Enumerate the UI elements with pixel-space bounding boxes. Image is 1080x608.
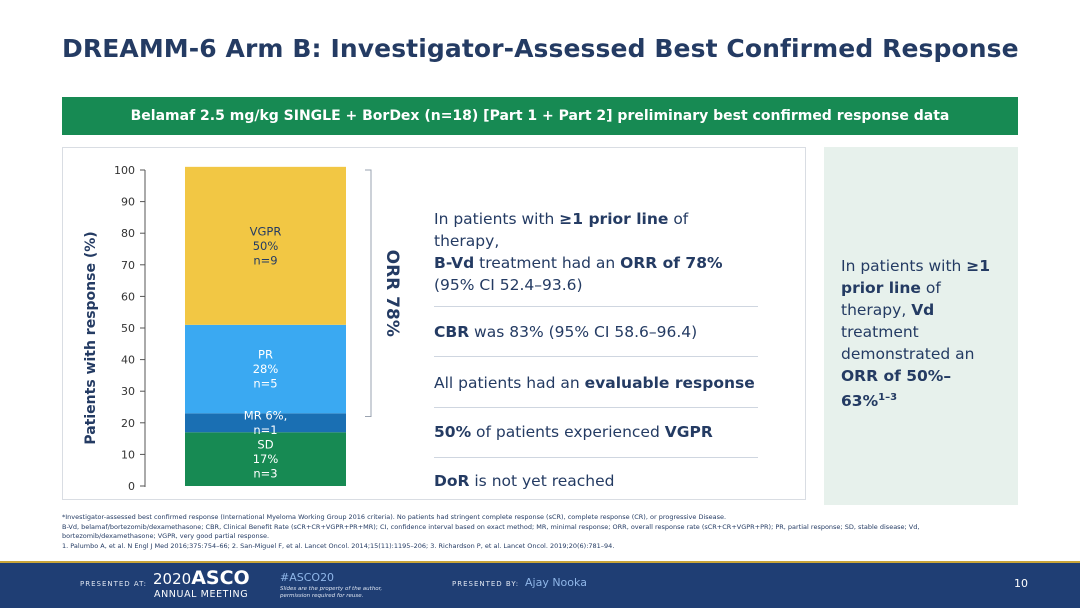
data-label-sd: n=3 xyxy=(253,467,277,481)
stat-text: CBR xyxy=(434,323,470,341)
stat-text: DoR xyxy=(434,472,470,490)
divider xyxy=(434,306,758,307)
divider xyxy=(434,407,758,408)
comparison-panel: In patients with ≥1 prior line of therap… xyxy=(824,147,1018,505)
stat-text: In patients with xyxy=(434,210,560,228)
footnote: 1. Palumbo A, et al. N Engl J Med 2016;3… xyxy=(62,541,615,550)
y-tick-label: 70 xyxy=(121,259,135,272)
y-tick-label: 80 xyxy=(121,227,135,240)
bar-segment-mr xyxy=(185,413,346,433)
y-tick-label: 40 xyxy=(121,354,135,367)
data-label-sd: SD xyxy=(257,438,273,452)
data-label-pr: 28% xyxy=(253,362,279,376)
stat-cbr: CBR was 83% (95% CI 58.6–96.4) xyxy=(434,307,758,356)
y-axis-label: Patients with response (%) xyxy=(83,231,99,444)
stat-text: was 83% (95% CI 58.6–96.4) xyxy=(469,323,698,341)
stat-text: VGPR xyxy=(664,423,713,441)
footnotes: *Investigator-assessed best confirmed re… xyxy=(62,513,1022,551)
footer-accent-line xyxy=(0,561,1080,563)
bar-segment-pr xyxy=(185,324,346,414)
stat-text: B-Vd xyxy=(434,254,475,272)
data-label-vgpr: 50% xyxy=(253,239,279,253)
divider xyxy=(434,356,758,357)
footnote: bortezomib/dexamethasone; VGPR, very goo… xyxy=(62,532,270,540)
data-label-mr: MR 6%, xyxy=(244,409,287,423)
stat-text: (95% CI 52.4–93.6) xyxy=(434,276,583,294)
y-tick-label: 50 xyxy=(121,322,135,335)
y-tick-label: 90 xyxy=(121,196,135,209)
data-label-pr: PR xyxy=(258,348,273,362)
footnote: B-Vd, belamaf/bortezomib/dexamethasone; … xyxy=(62,522,920,531)
side-text: treatment demonstrated an xyxy=(841,323,975,363)
section-banner: Belamaf 2.5 mg/kg SINGLE + BorDex (n=18)… xyxy=(62,97,1018,135)
stat-text: evaluable response xyxy=(584,374,755,392)
data-label-sd: 17% xyxy=(253,452,279,466)
y-tick-label: 60 xyxy=(121,290,135,303)
asco-year: 2020 xyxy=(153,570,192,588)
data-label-mr: n=1 xyxy=(253,423,277,437)
side-text: ORR of 50%–63% xyxy=(841,367,952,411)
side-text: ≥1 prior line xyxy=(841,257,991,297)
stat-text: is not yet reached xyxy=(469,472,615,490)
stat-text: All patients had an xyxy=(434,374,585,392)
orr-bracket-label: ORR 78% xyxy=(382,250,402,337)
data-label-pr: n=5 xyxy=(253,377,277,391)
y-tick-label: 100 xyxy=(114,164,135,177)
side-text: Vd xyxy=(911,301,935,319)
footer-bar: PRESENTED AT: 2020ASCO ANNUAL MEETING #A… xyxy=(0,561,1080,608)
stat-text: treatment had an xyxy=(474,254,621,272)
rights-note: Slides are the property of the author, p… xyxy=(280,586,383,599)
footnote: *Investigator-assessed best confirmed re… xyxy=(62,513,727,521)
page-number: 10 xyxy=(1014,577,1028,590)
y-tick-label: 10 xyxy=(121,448,135,461)
y-tick-label: 30 xyxy=(121,385,135,398)
data-label-vgpr: n=9 xyxy=(253,253,277,267)
stat-text: 50% xyxy=(434,423,472,441)
asco-logo: 2020ASCO xyxy=(153,567,250,589)
bar-segment-vgpr xyxy=(185,166,346,325)
response-chart: Patients with response (%) 0 10 20 30 40 50 60… xyxy=(83,164,402,493)
stats-list: In patients with ≥1 prior line of therap… xyxy=(434,208,758,492)
stat-dor: DoR is not yet reached xyxy=(434,458,758,492)
y-tick-label: 20 xyxy=(121,417,135,430)
presented-by-label: PRESENTED BY: xyxy=(452,580,520,588)
stat-text: ORR of 78% xyxy=(620,254,723,272)
asco-name: ASCO xyxy=(191,567,250,589)
divider xyxy=(434,457,758,458)
stat-vgpr: 50% of patients experienced VGPR xyxy=(434,408,758,457)
chart-panel: Patients with response (%) 0 10 20 30 40 50 60… xyxy=(62,147,806,500)
side-text: of therapy, xyxy=(841,279,941,319)
hashtag: #ASCO20 xyxy=(280,571,335,584)
side-text: In patients with xyxy=(841,257,967,275)
stat-text: ≥1 prior line xyxy=(559,210,669,228)
data-label-vgpr: VGPR xyxy=(250,224,282,238)
bar-segment-sd xyxy=(185,432,346,486)
side-superscript: 1–3 xyxy=(878,392,898,403)
presenter-name: Ajay Nooka xyxy=(525,576,587,589)
y-tick-label: 0 xyxy=(128,480,135,493)
comparison-text: In patients with ≥1 prior line of therap… xyxy=(841,255,1000,412)
orr-bracket xyxy=(365,169,372,417)
stat-text: of therapy, xyxy=(434,210,689,250)
page-title: DREAMM-6 Arm B: Investigator-Assessed Be… xyxy=(62,34,1019,63)
stat-orr: In patients with ≥1 prior line of therap… xyxy=(434,208,758,306)
presented-at-label: PRESENTED AT: xyxy=(80,580,148,588)
stat-text: of patients experienced xyxy=(471,423,665,441)
asco-subtitle: ANNUAL MEETING xyxy=(154,589,249,600)
banner-text: Belamaf 2.5 mg/kg SINGLE + BorDex (n=18)… xyxy=(130,108,950,124)
stat-evaluable: All patients had an evaluable response xyxy=(434,357,758,407)
